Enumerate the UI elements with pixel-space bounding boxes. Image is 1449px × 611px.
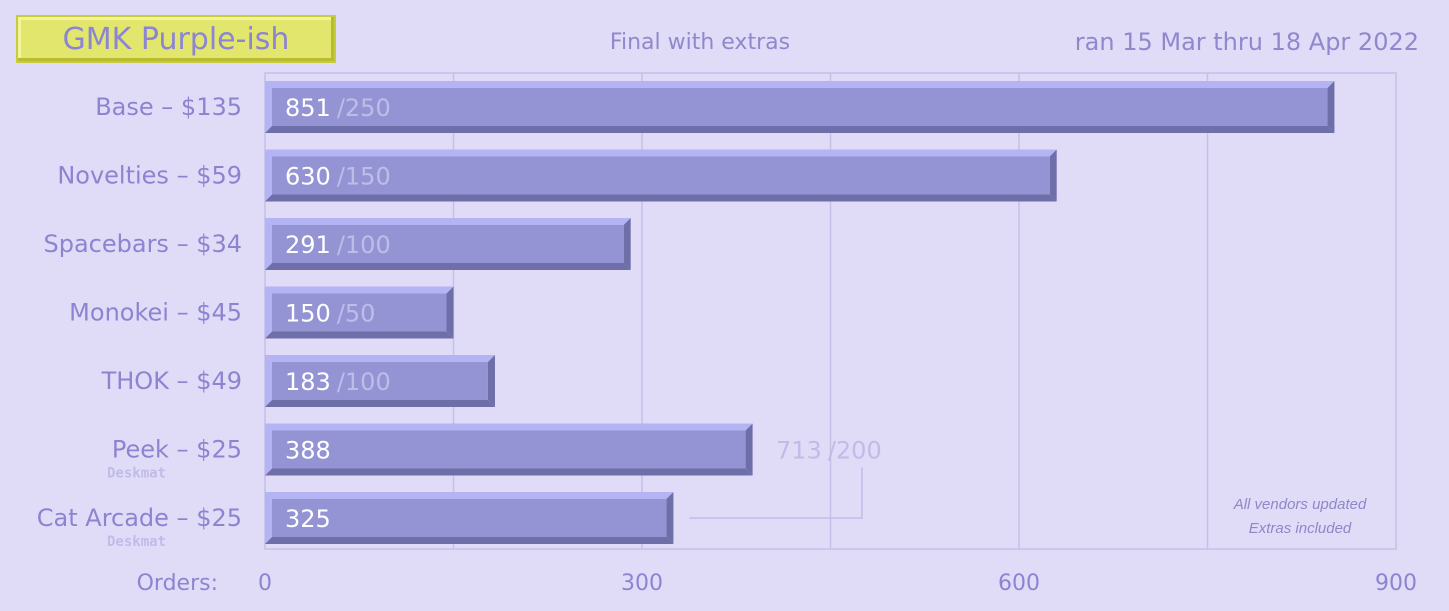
bar	[272, 88, 1328, 126]
x-tick-label: 900	[1375, 571, 1417, 596]
category-label: Peek – $25	[112, 436, 242, 464]
bar-bevel-bottom	[265, 126, 1335, 133]
combined-target-label: /200	[828, 437, 882, 465]
bar-bevel-left	[265, 286, 272, 339]
bar	[272, 362, 488, 400]
bar-target-label: /50	[337, 300, 376, 328]
bar	[272, 293, 447, 332]
x-tick-label: 0	[258, 571, 272, 596]
title-badge: GMK Purple-ish	[16, 15, 336, 63]
bar-bevel-right	[745, 423, 753, 476]
bar-bevel-right	[1327, 81, 1335, 133]
combined-bracket	[689, 467, 863, 519]
category-sublabel: Deskmat	[107, 534, 166, 550]
bar-bevel-top	[265, 218, 631, 225]
category-label: Cat Arcade – $25	[37, 504, 242, 532]
bar-bevel-top	[265, 492, 674, 499]
bar	[272, 156, 1050, 195]
bar-bevel-left	[265, 492, 272, 544]
bar-bevel-bottom	[265, 194, 1057, 202]
bar-bevel-bottom	[265, 400, 495, 407]
bar-bevel-top	[265, 149, 1057, 157]
bar-bevel-right	[446, 286, 454, 339]
bar-target-label: /100	[337, 368, 391, 396]
x-axis-label: Orders:	[137, 571, 218, 596]
bar-target-label: /150	[337, 163, 391, 191]
bar-bevel-top	[265, 81, 1335, 88]
category-label: THOK – $49	[101, 367, 242, 395]
bar-bevel-left	[265, 423, 272, 476]
x-tick-label: 300	[621, 571, 663, 596]
bar-target-label: /100	[337, 231, 391, 259]
note-vendors-updated: All vendors updated	[1233, 496, 1367, 513]
bar-bevel-bottom	[265, 263, 631, 270]
bar-bevel-right	[487, 355, 495, 407]
category-sublabel: Deskmat	[107, 466, 166, 482]
bar-bevel-top	[265, 423, 753, 431]
x-tick-label: 600	[998, 571, 1040, 596]
category-label: Novelties – $59	[57, 162, 242, 190]
bar	[272, 225, 624, 263]
bar-bevel-right	[623, 218, 631, 270]
bar-bevel-top	[265, 286, 454, 294]
bar-bevel-left	[265, 218, 272, 270]
bar-bevel-top	[265, 355, 495, 362]
bar-target-label: /250	[337, 94, 391, 122]
bar-bevel-right	[666, 492, 674, 544]
note-extras-included: Extras included	[1248, 520, 1352, 537]
bar-bevel-bottom	[265, 331, 454, 339]
chart-subtitle: Final with extras	[609, 30, 791, 55]
bar-value-label: 291	[285, 231, 331, 259]
bar-bevel-bottom	[265, 468, 753, 476]
bar-bevel-left	[265, 81, 272, 133]
bar-value-label: 851	[285, 94, 331, 122]
bar-value-label: 630	[285, 163, 331, 191]
bar-value-label: 183	[285, 368, 331, 396]
bar-bevel-left	[265, 149, 272, 202]
category-label: Base – $135	[95, 93, 242, 121]
category-label: Spacebars – $34	[43, 230, 242, 258]
date-range: ran 15 Mar thru 18 Apr 2022	[1074, 28, 1419, 56]
bar-value-label: 388	[285, 437, 331, 465]
bar-bevel-left	[265, 355, 272, 407]
bar	[272, 499, 667, 537]
chart-title: GMK Purple-ish	[62, 21, 290, 57]
combined-value-label: 713	[776, 437, 822, 465]
bar-bevel-right	[1049, 149, 1057, 202]
bar	[272, 430, 746, 469]
bar-value-label: 325	[285, 505, 331, 533]
category-label: Monokei – $45	[69, 299, 242, 327]
bar-bevel-bottom	[265, 537, 674, 544]
bar-value-label: 150	[285, 300, 331, 328]
